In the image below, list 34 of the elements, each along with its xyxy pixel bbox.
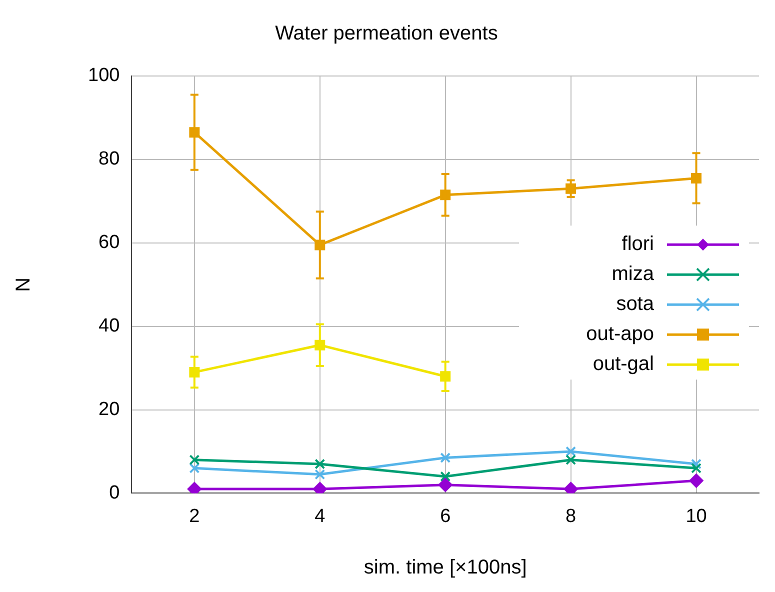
y-tick-label: 0 [109,482,120,504]
point [314,458,326,470]
point [187,482,202,494]
legend-label: out-gal [592,353,654,376]
y-tick-label: 100 [88,65,120,86]
y-tick-label: 60 [98,232,120,254]
point [440,452,451,463]
point [438,478,452,492]
legend-label: sota [616,293,655,316]
point [312,482,327,494]
x-tick-label: 6 [440,506,451,527]
x-axis-title: sim. time [×100ns] [364,556,527,579]
x-tick-label: 10 [686,506,707,527]
x-tick-label: 2 [189,506,200,527]
y-tick-label: 20 [98,398,120,420]
x-tick-label: 8 [566,506,576,527]
point [564,482,578,494]
legend-label: out-apo [586,323,654,346]
point [691,458,702,470]
y-axis-title: N [12,277,35,292]
point [440,471,451,482]
point [566,446,576,457]
point [189,454,200,466]
legend-label: flori [622,233,654,256]
chart-title: Water permeation events [275,22,498,45]
y-tick-label: 80 [98,148,120,170]
point [691,462,702,474]
y-tick-label: 40 [98,316,120,337]
point [689,474,704,488]
point [189,462,200,474]
point [314,469,326,480]
legend-label: miza [612,263,655,286]
x-tick-label: 4 [314,506,326,527]
point [566,454,576,466]
